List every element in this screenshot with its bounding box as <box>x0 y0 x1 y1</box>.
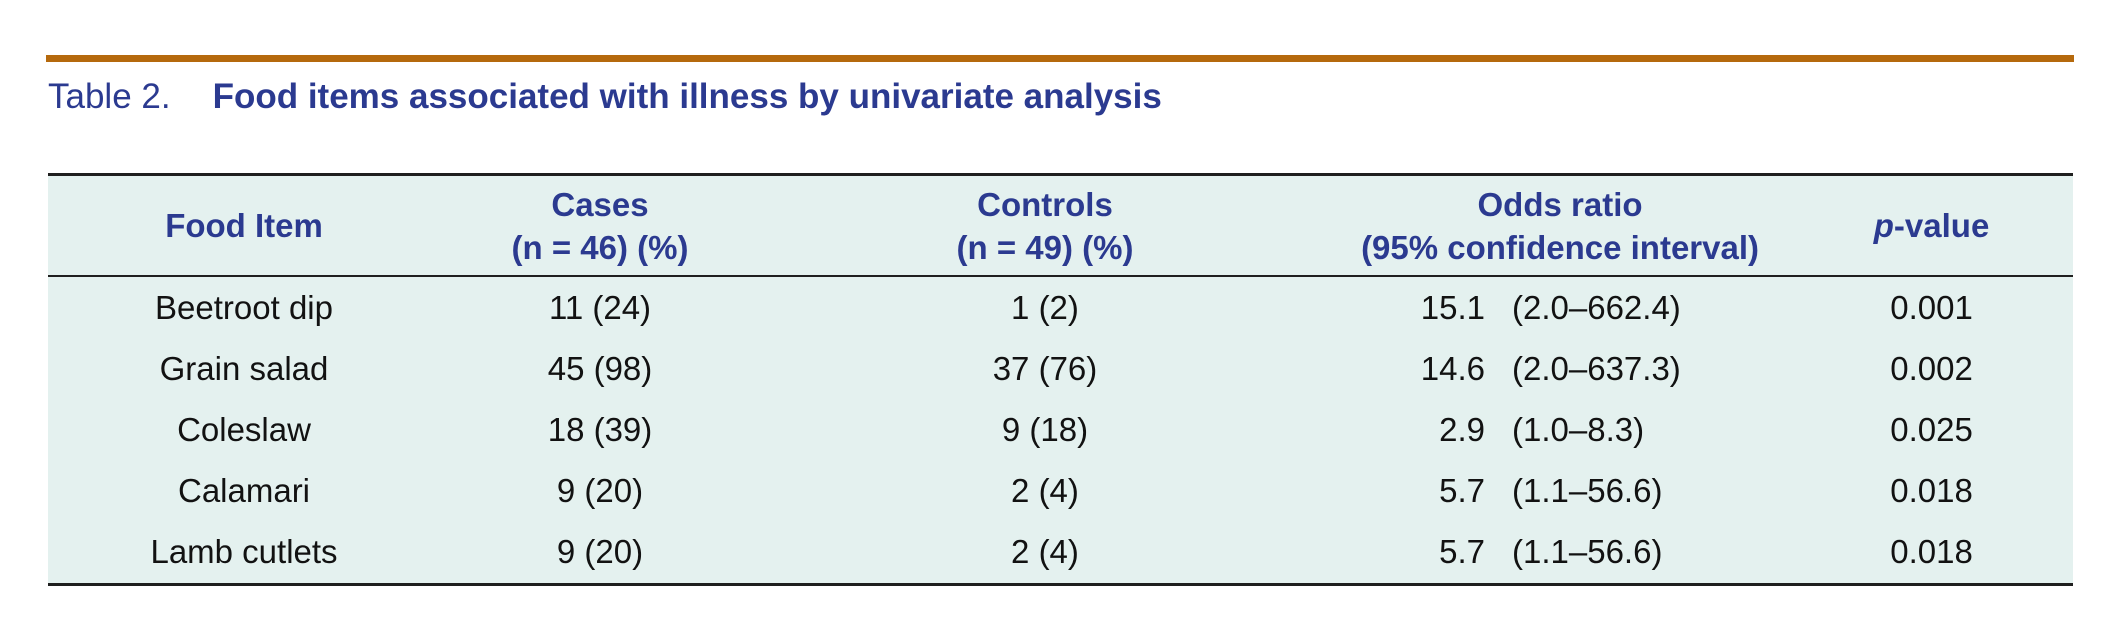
cell-odds-ratio: 2.9 (1.0–8.3) <box>1330 411 1790 449</box>
cell-p-value: 0.001 <box>1890 288 1973 326</box>
odds-ratio-value: 5.7 <box>1439 533 1485 571</box>
header-cases-line1: Cases <box>551 185 649 223</box>
cell-controls: 1 (2) <box>1011 288 1079 326</box>
header-cases-line2: (n = 46) (%) <box>511 228 689 266</box>
odds-ratio-ci: (2.0–637.3) <box>1512 349 1681 387</box>
odds-ratio-value: 14.6 <box>1420 349 1485 387</box>
cell-p-value: 0.025 <box>1890 410 1973 448</box>
odds-ratio-value: 15.1 <box>1420 288 1485 326</box>
cell-food-item: Grain salad <box>159 349 329 387</box>
header-controls-line2: (n = 49) (%) <box>956 228 1134 266</box>
cell-p-value: 0.018 <box>1890 533 1973 571</box>
header-odds-line1: Odds ratio <box>1477 185 1643 223</box>
table-caption-title: Food items associated with illness by un… <box>212 77 1162 116</box>
cell-food-item: Beetroot dip <box>155 288 333 326</box>
cell-controls: 9 (18) <box>1001 410 1089 448</box>
table-row: Coleslaw 18 (39) 9 (18) 2.9 (1.0–8.3) 0.… <box>48 399 2073 460</box>
header-odds-line2: (95% confidence interval) <box>1361 228 1760 266</box>
cell-food-item: Coleslaw <box>177 410 311 448</box>
header-p-value: p-value <box>1790 204 2073 247</box>
cell-controls: 2 (4) <box>1011 472 1079 510</box>
table-caption: Table 2. Food items associated with illn… <box>48 76 1162 118</box>
table-body: Beetroot dip 11 (24) 1 (2) 15.1 (2.0–662… <box>48 277 2073 583</box>
odds-ratio-value: 2.9 <box>1439 410 1485 448</box>
data-table: Food Item Cases (n = 46) (%) Controls (n… <box>48 173 2073 586</box>
header-controls: Controls (n = 49) (%) <box>760 183 1330 269</box>
header-p-rest: -value <box>1893 207 1990 244</box>
accent-rule <box>46 55 2074 62</box>
header-controls-line1: Controls <box>977 185 1113 223</box>
table-row: Beetroot dip 11 (24) 1 (2) 15.1 (2.0–662… <box>48 277 2073 338</box>
odds-ratio-ci: (2.0–662.4) <box>1512 288 1681 326</box>
table-row: Grain salad 45 (98) 37 (76) 14.6 (2.0–63… <box>48 338 2073 399</box>
odds-ratio-value: 5.7 <box>1439 472 1485 510</box>
cell-food-item: Lamb cutlets <box>150 533 338 571</box>
header-p-value-label: p-value <box>1790 204 2073 247</box>
cell-food-item: Calamari <box>177 472 311 510</box>
cell-p-value: 0.018 <box>1890 472 1973 510</box>
cell-odds-ratio: 5.7 (1.1–56.6) <box>1330 533 1790 571</box>
cell-controls: 37 (76) <box>992 349 1098 387</box>
cell-cases: 45 (98) <box>547 349 653 387</box>
table-header-row: Food Item Cases (n = 46) (%) Controls (n… <box>48 176 2073 277</box>
cell-odds-ratio: 14.6 (2.0–637.3) <box>1330 350 1790 388</box>
cell-cases: 9 (20) <box>556 472 644 510</box>
odds-ratio-ci: (1.1–56.6) <box>1512 533 1663 571</box>
table-caption-number: Table 2. <box>48 77 171 116</box>
odds-ratio-ci: (1.1–56.6) <box>1512 472 1663 510</box>
cell-controls: 2 (4) <box>1011 533 1079 571</box>
header-food-item-label: Food Item <box>165 207 323 244</box>
cell-cases: 18 (39) <box>547 410 653 448</box>
cell-odds-ratio: 15.1 (2.0–662.4) <box>1330 289 1790 327</box>
table-row: Lamb cutlets 9 (20) 2 (4) 5.7 (1.1–56.6)… <box>48 522 2073 583</box>
odds-ratio-ci: (1.0–8.3) <box>1512 410 1645 448</box>
cell-cases: 11 (24) <box>548 288 652 326</box>
header-food-item: Food Item <box>48 204 440 247</box>
table-row: Calamari 9 (20) 2 (4) 5.7 (1.1–56.6) 0.0… <box>48 461 2073 522</box>
header-cases: Cases (n = 46) (%) <box>440 183 760 269</box>
cell-odds-ratio: 5.7 (1.1–56.6) <box>1330 472 1790 510</box>
header-p-italic: p <box>1873 207 1894 244</box>
cell-cases: 9 (20) <box>556 533 644 571</box>
cell-p-value: 0.002 <box>1890 349 1973 387</box>
header-odds-ratio: Odds ratio (95% confidence interval) <box>1330 183 1790 269</box>
